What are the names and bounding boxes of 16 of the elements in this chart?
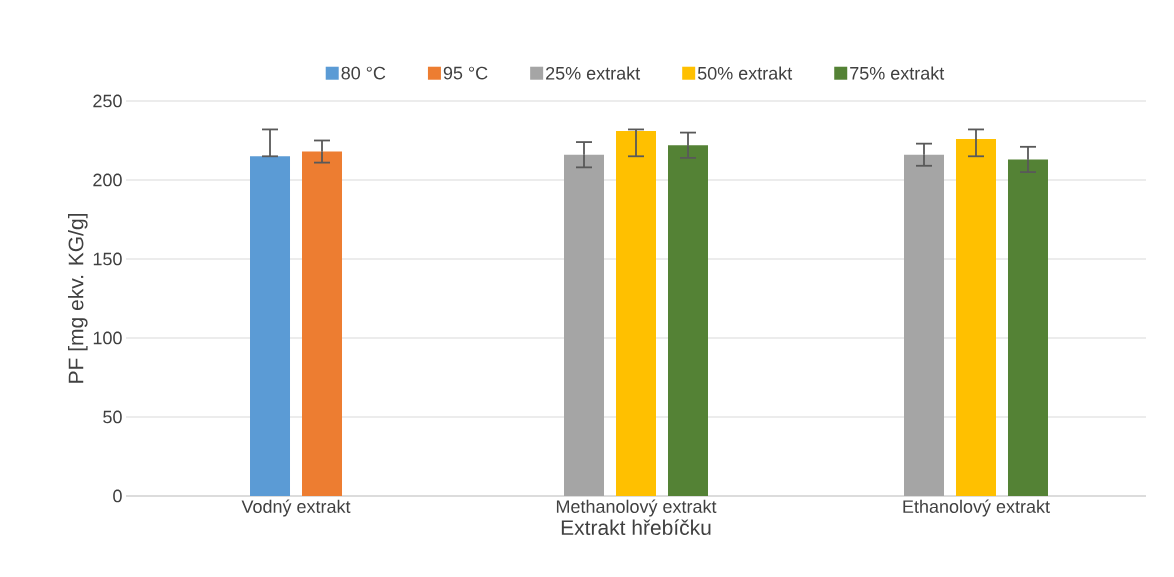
legend-label: 25% extrakt	[546, 66, 641, 80]
legend-label: 50% extrakt	[697, 66, 793, 80]
y-tick-label: 250	[93, 94, 122, 108]
y-tick-label: 0	[113, 489, 122, 503]
y-tick-label: 150	[93, 252, 122, 266]
y-tick-label: 100	[93, 331, 122, 345]
y-axis-title: PF [mg ekv. KG/g]	[68, 214, 88, 383]
x-tick-label: Ethanolový extrakt	[903, 499, 1050, 517]
legend-label: 80 °C	[341, 66, 386, 80]
legend-label: 95 °C	[443, 66, 488, 80]
x-tick-label: Vodný extrakt	[241, 499, 351, 517]
legend-label: 75% extrakt	[850, 66, 945, 80]
x-axis-title: Extrakt hřebíčku	[561, 519, 711, 536]
x-tick-label: Methanolový extrakt	[556, 499, 717, 517]
y-tick-label: 200	[93, 173, 122, 187]
y-tick-label: 50	[103, 410, 122, 424]
